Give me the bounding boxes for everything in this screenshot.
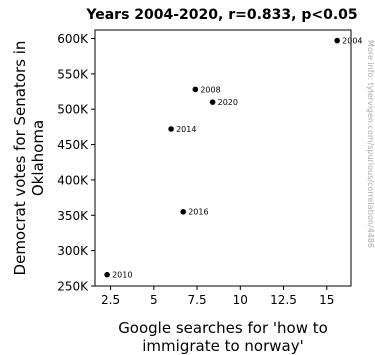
y-tick-label: 250K [57, 280, 89, 294]
y-axis-label-line-2: Oklahoma [29, 120, 47, 196]
y-tick-label: 500K [57, 103, 89, 117]
x-tick-label: 2.5 [101, 293, 120, 307]
x-tick-label: 7.5 [188, 293, 207, 307]
y-axis-label-line-1: Democrat votes for Senators in [11, 41, 29, 276]
y-tick-label: 300K [57, 244, 89, 258]
y-tick-label: 350K [57, 209, 89, 223]
y-tick-label: 400K [57, 173, 89, 187]
watermark: More info: tylervigen.com/spurious/corre… [366, 40, 375, 248]
y-tick-label: 550K [57, 67, 89, 81]
data-point [334, 37, 340, 44]
x-axis: 2.5 5 7.5 10 12.5 15 [101, 286, 334, 307]
data-point [168, 126, 174, 132]
plot-area [94, 29, 352, 287]
data-point [192, 86, 199, 93]
data-points: 2004 2008 2020 2014 2016 2010 [104, 37, 363, 280]
y-tick-label: 600K [57, 32, 89, 46]
data-point-label: 2004 [342, 37, 362, 46]
y-tick-label: 450K [57, 138, 89, 152]
chart-title: Years 2004-2020, r=0.833, p<0.05 [85, 7, 357, 23]
data-point-label: 2010 [112, 271, 132, 280]
data-point-label: 2016 [188, 208, 208, 217]
data-point-label: 2008 [200, 85, 220, 94]
data-point [104, 271, 110, 278]
x-axis-label-line-1: Google searches for 'how to [118, 319, 328, 337]
data-point-label: 2014 [176, 125, 196, 134]
x-tick-label: 12.5 [270, 293, 297, 307]
x-tick-label: 15 [319, 293, 334, 307]
x-tick-label: 10 [233, 293, 248, 307]
x-tick-label: 5 [150, 293, 158, 307]
data-point-label: 2020 [218, 98, 238, 107]
data-point [209, 99, 216, 105]
y-axis: 250K 300K 350K 400K 450K 500K 550K 600K [57, 32, 95, 294]
data-point [180, 208, 187, 215]
x-axis-label-line-2: immigrate to norway' [142, 337, 303, 355]
